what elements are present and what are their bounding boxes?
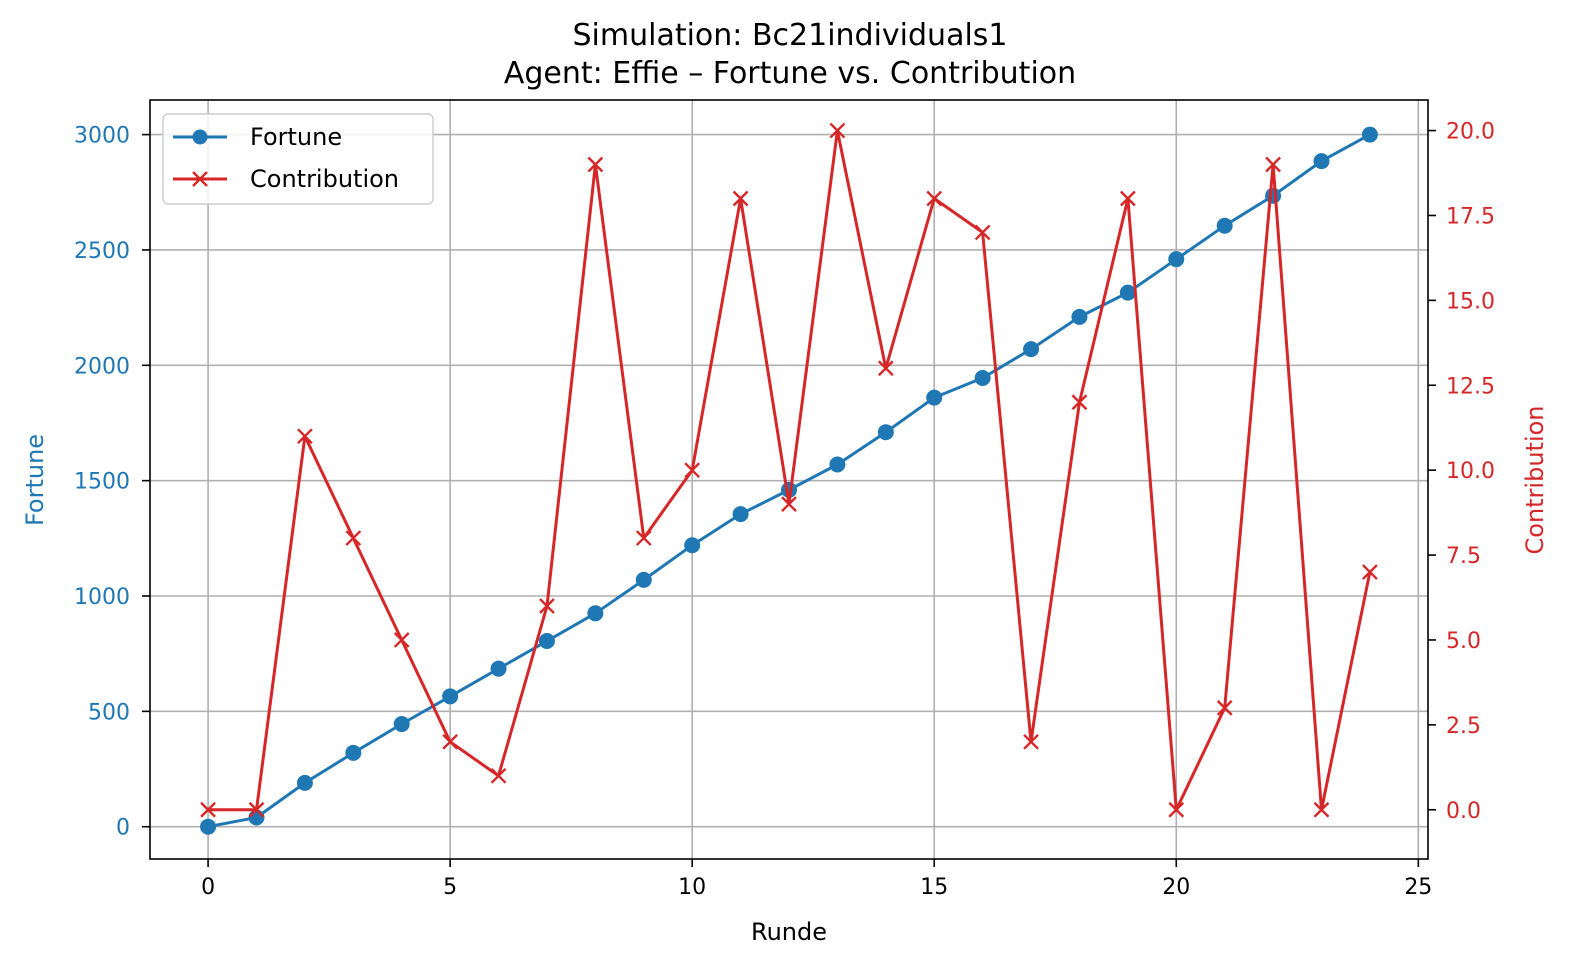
y-left-axis-label: Fortune (21, 434, 49, 526)
contribution-point (1071, 394, 1088, 411)
fortune-point (248, 809, 265, 826)
legend-contribution-marker (192, 171, 208, 187)
y-left-tick-label: 0 (116, 816, 130, 841)
fortune-point (1168, 251, 1185, 268)
y-left-tick-label: 1000 (74, 585, 130, 610)
legend-box (162, 113, 434, 205)
fortune-point (829, 456, 846, 473)
fortune-point (296, 774, 313, 791)
contribution-point (345, 530, 362, 546)
contribution-point (1023, 733, 1039, 750)
contribution-point (635, 530, 652, 546)
x-axis-label: Runde (751, 918, 827, 946)
contribution-point (442, 733, 458, 750)
x-tick-label: 20 (1162, 875, 1190, 900)
contribution-point (974, 224, 991, 241)
y-axis-right: 0.0 2.5 5.0 7.5 10.0 12.5 15.0 17.5 20.0 (1428, 120, 1495, 824)
y-left-tick-label: 3000 (74, 124, 130, 149)
fortune-point (1023, 341, 1040, 358)
x-tick-label: 10 (678, 875, 706, 900)
y-right-tick-label: 10.0 (1446, 459, 1495, 484)
contribution-point (1265, 156, 1281, 173)
contribution-point (781, 496, 797, 512)
fortune-point (587, 605, 604, 622)
contribution-point (200, 801, 216, 818)
legend-fortune-label: Fortune (250, 123, 342, 151)
series-layer (200, 122, 1378, 835)
y-right-tick-label: 12.5 (1446, 374, 1495, 399)
legend: Fortune Contribution (162, 113, 434, 205)
contribution-point (732, 190, 749, 207)
contribution-point (248, 801, 265, 818)
plot-frame (149, 99, 1429, 860)
x-axis: 0 5 10 15 20 25 (201, 859, 1432, 900)
contribution-point (1216, 700, 1233, 716)
y-right-tick-label: 2.5 (1446, 714, 1481, 739)
fortune-point (1216, 217, 1233, 234)
x-tick-label: 15 (920, 875, 948, 900)
fortune-point (538, 632, 555, 649)
y-axis-left: 0 500 1000 1500 2000 2500 3000 (74, 124, 150, 841)
x-tick-label: 0 (201, 875, 215, 900)
legend-fortune-marker (192, 129, 208, 145)
y-left-tick-label: 500 (88, 700, 130, 725)
chart-title: Simulation: Bc21individuals1 (573, 18, 1008, 53)
fortune-point (200, 818, 217, 835)
contribution-point (297, 428, 313, 445)
legend-contribution-label: Contribution (250, 165, 399, 193)
y-left-tick-label: 2000 (74, 354, 130, 379)
chart-subtitle: Agent: Effie – Fortune vs. Contribution (504, 56, 1076, 91)
contribution-point (684, 462, 701, 479)
fortune-point (877, 424, 894, 441)
contribution-point (829, 122, 846, 139)
fortune-point (1361, 126, 1378, 143)
contribution-point (539, 598, 555, 614)
contribution-point (1313, 801, 1330, 818)
fortune-point (926, 389, 943, 406)
contribution-point (1362, 564, 1378, 580)
y-left-tick-label: 1500 (74, 470, 130, 495)
y-right-tick-label: 5.0 (1446, 629, 1481, 654)
contribution-point (587, 156, 604, 173)
y-right-tick-label: 15.0 (1446, 289, 1495, 314)
fortune-point (490, 660, 507, 677)
contribution-point (926, 190, 943, 207)
fortune-point (1313, 153, 1330, 170)
contribution-point (1168, 801, 1185, 818)
fortune-point (684, 537, 701, 554)
x-tick-label: 25 (1404, 875, 1432, 900)
y-right-tick-label: 20.0 (1446, 120, 1495, 145)
fortune-point (442, 688, 459, 705)
fortune-point (1265, 187, 1282, 204)
fortune-point (1071, 308, 1088, 325)
y-right-tick-label: 0.0 (1446, 799, 1481, 824)
fortune-point (393, 716, 410, 733)
y-right-tick-label: 17.5 (1446, 204, 1495, 229)
contribution-point (393, 632, 410, 648)
y-right-axis-label: Contribution (1521, 405, 1549, 554)
fortune-point (974, 369, 991, 386)
contribution-point (877, 360, 894, 377)
fortune-point (345, 744, 362, 761)
contribution-point (490, 767, 507, 784)
grid (150, 100, 1428, 859)
fortune-point (1119, 284, 1136, 301)
contribution-point (1120, 190, 1136, 207)
contribution-series-line (208, 129, 1372, 812)
x-tick-label: 5 (443, 875, 457, 900)
y-left-tick-label: 2500 (74, 239, 130, 264)
fortune-point (732, 506, 749, 523)
y-right-tick-label: 7.5 (1446, 544, 1481, 569)
fortune-point (635, 571, 652, 588)
